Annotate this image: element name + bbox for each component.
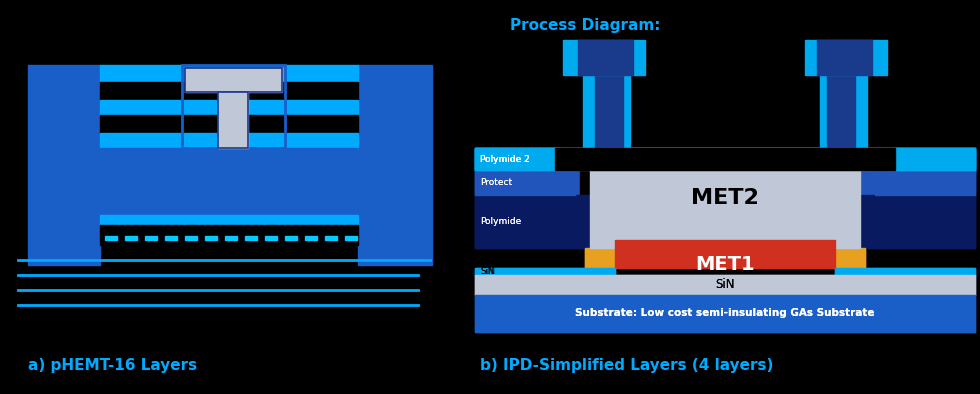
Bar: [475, 275, 975, 295]
Bar: [590, 148, 860, 248]
Bar: [100, 65, 358, 82]
Bar: [218, 92, 248, 148]
Bar: [835, 268, 975, 276]
Bar: [245, 236, 257, 240]
Bar: [475, 275, 975, 295]
Text: Process Diagram:: Process Diagram:: [510, 18, 661, 33]
Bar: [100, 225, 358, 245]
Bar: [895, 148, 975, 170]
Bar: [817, 40, 872, 75]
Text: Protect: Protect: [480, 178, 513, 186]
Bar: [475, 195, 595, 248]
Bar: [555, 148, 895, 170]
Bar: [185, 68, 282, 92]
Bar: [100, 148, 358, 215]
Bar: [265, 236, 277, 240]
Text: Protect: Protect: [480, 178, 513, 186]
Bar: [325, 236, 337, 240]
Bar: [805, 40, 887, 75]
Bar: [835, 268, 975, 276]
Text: Substrate: Low cost semi-insulating GAs Substrate: Substrate: Low cost semi-insulating GAs …: [575, 308, 875, 318]
Bar: [820, 60, 867, 148]
Text: MET2: MET2: [691, 188, 759, 208]
Bar: [475, 148, 595, 170]
Bar: [580, 170, 610, 195]
Bar: [165, 236, 177, 240]
Bar: [100, 215, 358, 225]
Bar: [475, 148, 595, 170]
Bar: [855, 195, 975, 248]
Bar: [475, 148, 975, 170]
Text: SiN: SiN: [480, 268, 494, 277]
Bar: [583, 60, 630, 148]
Bar: [182, 65, 285, 148]
Bar: [475, 295, 975, 332]
Bar: [145, 236, 157, 240]
Bar: [305, 236, 317, 240]
Bar: [578, 40, 633, 75]
Bar: [475, 170, 975, 195]
Bar: [285, 236, 297, 240]
Bar: [615, 240, 835, 268]
Bar: [100, 133, 358, 148]
Text: SiN: SiN: [480, 268, 495, 277]
Bar: [563, 40, 645, 75]
Bar: [185, 68, 282, 92]
Text: a) pHEMT-16 Layers: a) pHEMT-16 Layers: [28, 358, 197, 373]
Text: b) IPD-Simplified Layers (4 layers): b) IPD-Simplified Layers (4 layers): [480, 358, 773, 373]
Text: Polymide 2: Polymide 2: [480, 154, 530, 164]
Text: SiN: SiN: [715, 279, 735, 292]
Bar: [855, 195, 975, 248]
Bar: [125, 236, 137, 240]
Bar: [475, 148, 975, 170]
Text: Polymide: Polymide: [480, 216, 521, 225]
Bar: [185, 236, 197, 240]
Text: Polymide: Polymide: [480, 216, 521, 225]
Bar: [475, 295, 975, 332]
Bar: [835, 248, 865, 268]
Bar: [358, 65, 432, 265]
Bar: [835, 248, 865, 268]
Bar: [585, 248, 615, 268]
Bar: [595, 60, 623, 148]
Text: MET1: MET1: [695, 255, 755, 273]
Bar: [100, 115, 358, 133]
Text: Polymide 2: Polymide 2: [480, 154, 530, 164]
Bar: [105, 236, 117, 240]
Bar: [218, 92, 248, 148]
Text: SiN: SiN: [715, 279, 735, 292]
Bar: [475, 170, 595, 195]
Bar: [475, 268, 615, 276]
Bar: [205, 236, 217, 240]
Bar: [560, 148, 610, 170]
Bar: [345, 236, 357, 240]
Bar: [855, 170, 975, 195]
Bar: [100, 100, 358, 115]
Bar: [28, 65, 100, 265]
Bar: [615, 240, 835, 268]
Bar: [475, 148, 555, 170]
Bar: [855, 148, 975, 170]
Bar: [225, 236, 237, 240]
Bar: [827, 60, 855, 148]
Text: Polymide 2: Polymide 2: [480, 154, 530, 164]
Bar: [875, 170, 975, 195]
Text: Polymide 2: Polymide 2: [480, 154, 530, 164]
Bar: [585, 248, 615, 268]
Bar: [475, 148, 975, 170]
Bar: [475, 195, 595, 248]
Text: Substrate: Low cost semi-insulating GAs Substrate: Substrate: Low cost semi-insulating GAs …: [575, 308, 875, 318]
Bar: [100, 82, 358, 100]
Bar: [475, 268, 615, 276]
Bar: [475, 195, 975, 248]
Bar: [475, 170, 575, 195]
